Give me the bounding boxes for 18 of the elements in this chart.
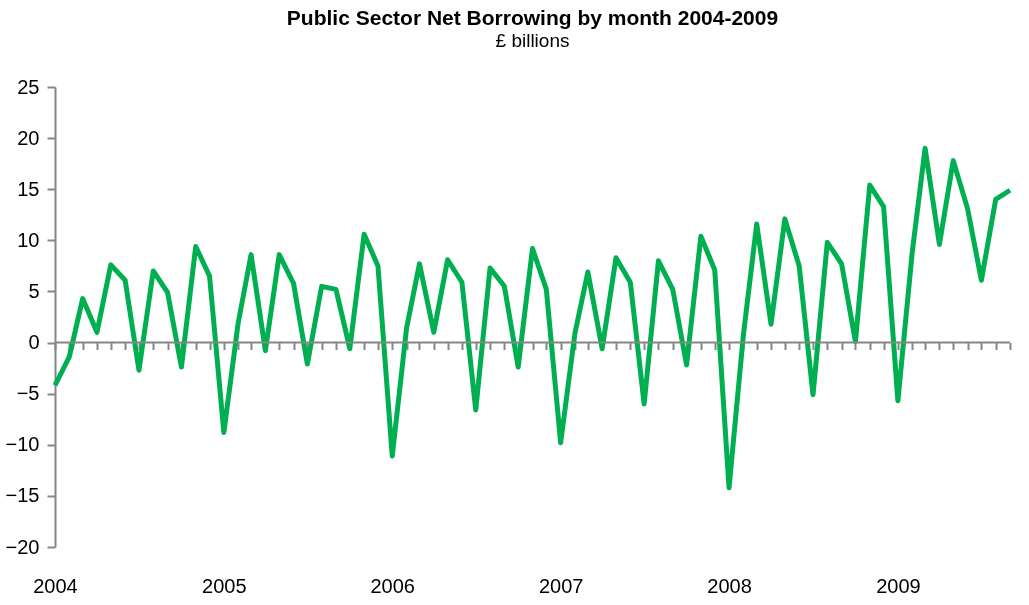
chart-title: Public Sector Net Borrowing by month 2004-2009 xyxy=(286,6,779,29)
y-tick-label: −20 xyxy=(5,535,40,558)
x-tick-label: 2004 xyxy=(33,574,78,597)
y-tick-label: 5 xyxy=(28,279,40,302)
y-tick-label: 25 xyxy=(17,75,40,98)
y-tick-label: 15 xyxy=(17,177,40,200)
y-tick-label: 0 xyxy=(28,331,40,354)
x-tick-label: 2009 xyxy=(876,574,921,597)
x-tick-label: 2008 xyxy=(707,574,752,597)
y-tick-label: −10 xyxy=(5,433,40,456)
y-tick-label: −5 xyxy=(16,382,40,405)
y-tick-label: 20 xyxy=(17,126,40,149)
x-tick-label: 2006 xyxy=(370,574,415,597)
y-tick-label: 10 xyxy=(17,228,40,251)
x-tick-label: 2005 xyxy=(202,574,247,597)
chart-subtitle: £ billions xyxy=(495,30,570,51)
x-tick-label: 2007 xyxy=(538,574,584,597)
y-tick-label: −15 xyxy=(5,484,40,507)
